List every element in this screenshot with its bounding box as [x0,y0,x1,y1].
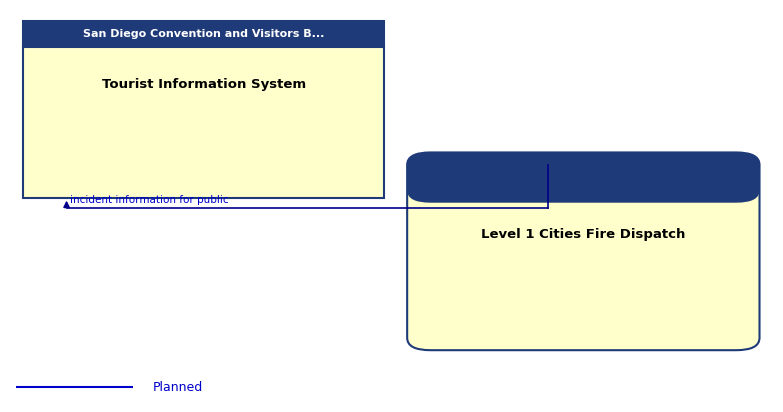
Bar [23,21,384,198]
Text: Tourist Information System: Tourist Information System [102,78,305,91]
FancyBboxPatch shape [407,152,760,350]
Bar [23,21,384,47]
Text: Level 1 Cities Fire Dispatch: Level 1 Cities Fire Dispatch [481,228,686,241]
Text: incident information for public: incident information for public [70,195,229,205]
Bar [407,175,760,190]
Text: Planned: Planned [153,381,203,394]
Text: San Diego Convention and Visitors B...: San Diego Convention and Visitors B... [83,29,324,39]
FancyBboxPatch shape [407,152,760,203]
